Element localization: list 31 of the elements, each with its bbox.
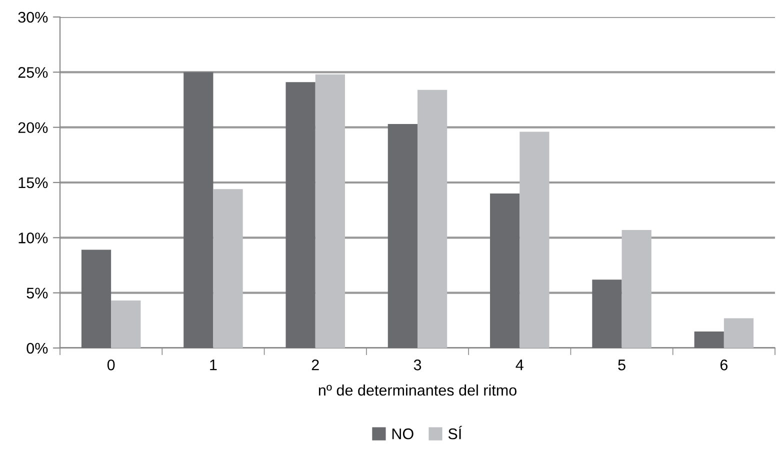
y-tick-label: 0% — [26, 342, 48, 354]
y-tick-label: 10% — [18, 232, 48, 244]
x-tick-label: 4 — [516, 360, 524, 370]
y-tick-label: 5% — [26, 288, 48, 299]
x-axis-title: nº de determinantes del ritmo — [318, 384, 516, 396]
bar — [286, 82, 316, 348]
y-tick-label: 25% — [18, 67, 48, 78]
bar — [622, 230, 652, 348]
legend-label: NO — [392, 428, 414, 440]
bar — [724, 318, 754, 348]
y-tick-label: 20% — [18, 122, 48, 134]
bar — [111, 300, 141, 348]
bar — [315, 74, 345, 348]
bar — [490, 194, 520, 348]
bar — [592, 280, 622, 348]
bar — [81, 250, 112, 348]
bar — [418, 90, 448, 348]
bar — [213, 189, 243, 348]
bar — [694, 331, 724, 348]
x-tick-label: 1 — [210, 360, 217, 370]
x-tick-label: 2 — [312, 360, 319, 370]
bar — [184, 72, 214, 348]
y-tick-label: 15% — [18, 177, 48, 188]
x-tick-label: 6 — [720, 360, 728, 370]
x-tick-label: 5 — [618, 360, 626, 370]
x-tick-label: 0 — [107, 360, 115, 370]
y-tick-label: 30% — [18, 12, 48, 23]
bar — [520, 132, 550, 348]
bar — [388, 124, 418, 348]
x-tick-label: 3 — [414, 360, 422, 370]
legend-label: SÍ — [448, 426, 462, 440]
